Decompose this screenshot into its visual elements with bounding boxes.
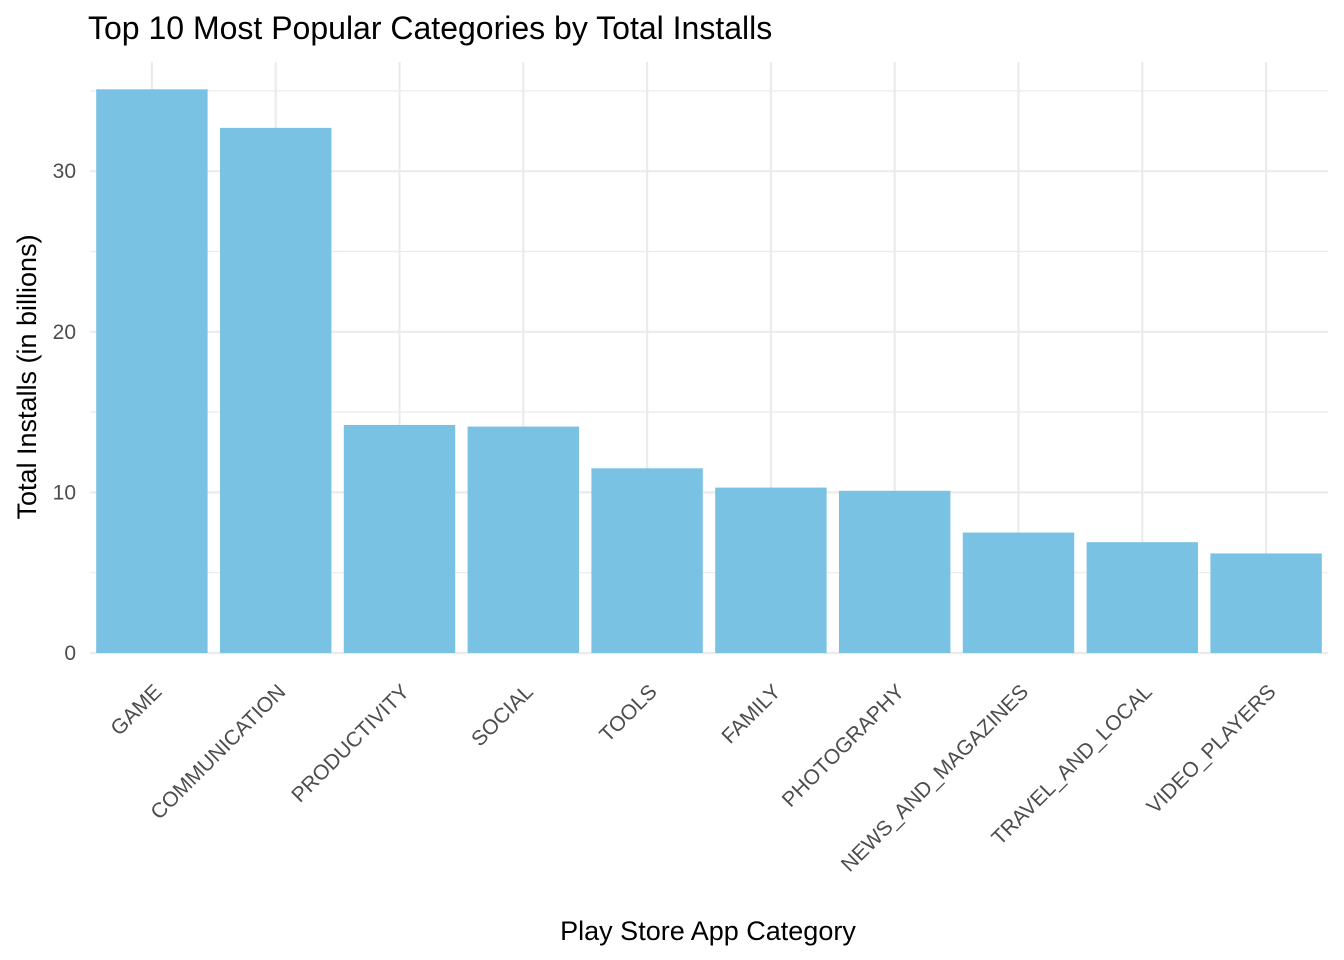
bar-game [96, 89, 208, 653]
x-axis-title: Play Store App Category [560, 916, 856, 946]
bar-family [715, 487, 827, 653]
bars [96, 89, 1322, 654]
bar-productivity [343, 424, 456, 653]
chart-title: Top 10 Most Popular Categories by Total … [88, 10, 772, 46]
bar-video-players [1210, 553, 1322, 653]
bar-news-and-magazines [962, 532, 1075, 653]
bar-social [467, 426, 580, 653]
bar-travel-and-local [1086, 542, 1199, 653]
y-axis-tick-labels: 0 10 20 30 [53, 160, 76, 665]
y-axis-title: Total Installs (in billions) [12, 234, 42, 519]
bar-photography [838, 490, 951, 653]
y-tick-label: 0 [64, 642, 76, 665]
y-tick-label: 20 [53, 321, 76, 344]
bar-communication [219, 127, 332, 654]
bar-tools [591, 468, 703, 653]
y-tick-label: 10 [53, 481, 76, 504]
y-tick-label: 30 [53, 160, 76, 183]
